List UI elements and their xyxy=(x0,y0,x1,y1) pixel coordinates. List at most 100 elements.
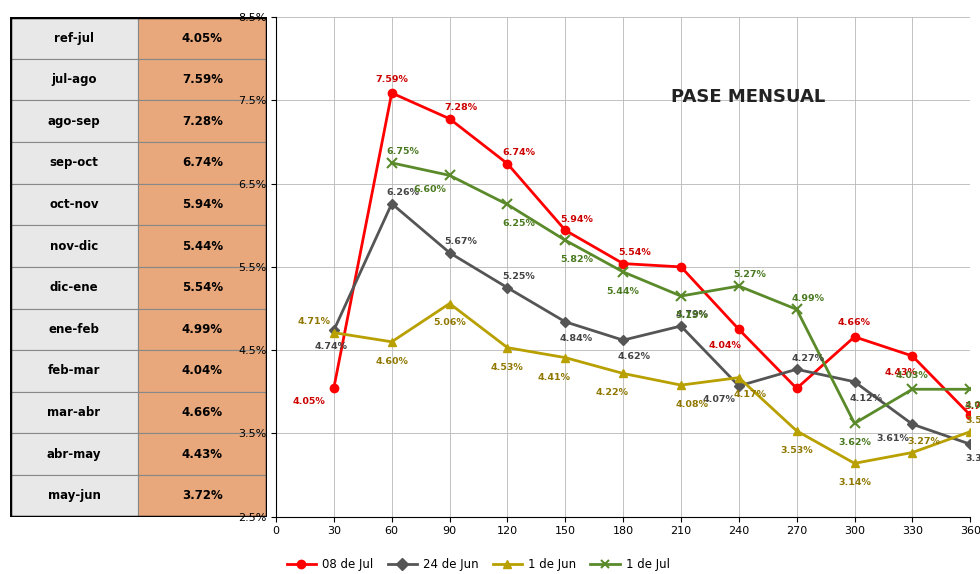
Legend: 08 de Jul, 24 de Jun, 1 de Jun, 1 de Jul: 08 de Jul, 24 de Jun, 1 de Jun, 1 de Jul xyxy=(282,553,674,574)
Text: 3.72%: 3.72% xyxy=(965,402,980,411)
Text: 3.14%: 3.14% xyxy=(838,478,871,487)
Text: 4.71%: 4.71% xyxy=(298,317,331,326)
Bar xyxy=(138,267,267,309)
Text: 4.99%: 4.99% xyxy=(791,294,824,302)
Text: 4.03%: 4.03% xyxy=(965,401,980,410)
Bar xyxy=(138,184,267,226)
24 de Jun xyxy=(617,337,629,344)
Text: 4.05%: 4.05% xyxy=(182,32,222,45)
1 de Jul xyxy=(849,420,860,427)
Text: sep-oct: sep-oct xyxy=(50,156,98,169)
Bar xyxy=(10,267,138,309)
Text: 5.94%: 5.94% xyxy=(560,215,593,224)
Bar xyxy=(10,142,138,184)
Text: 4.41%: 4.41% xyxy=(538,373,570,382)
Text: 3.62%: 3.62% xyxy=(838,439,871,447)
1 de Jul xyxy=(964,386,976,393)
08 de Jul xyxy=(560,227,571,234)
Text: 5.54%: 5.54% xyxy=(182,281,222,294)
Bar xyxy=(10,226,138,267)
Bar xyxy=(138,100,267,142)
08 de Jul xyxy=(617,260,629,267)
Text: 4.43%: 4.43% xyxy=(885,368,917,377)
Text: 4.74%: 4.74% xyxy=(315,342,348,351)
24 de Jun xyxy=(675,323,687,329)
24 de Jun xyxy=(560,319,571,325)
1 de Jun xyxy=(328,329,340,336)
Text: 4.04%: 4.04% xyxy=(182,364,222,378)
Text: 3.52%: 3.52% xyxy=(965,416,980,425)
1 de Jul xyxy=(444,172,456,179)
Text: 6.75%: 6.75% xyxy=(386,148,419,156)
Text: 5.44%: 5.44% xyxy=(607,287,640,296)
Text: 4.84%: 4.84% xyxy=(560,334,593,343)
Bar xyxy=(138,142,267,184)
1 de Jul xyxy=(906,386,918,393)
1 de Jun xyxy=(502,344,514,351)
1 de Jun xyxy=(906,449,918,456)
Text: feb-mar: feb-mar xyxy=(48,364,100,378)
Text: 6.60%: 6.60% xyxy=(414,185,447,194)
Bar xyxy=(138,475,267,517)
Text: 3.27%: 3.27% xyxy=(907,437,940,446)
1 de Jun xyxy=(791,428,803,435)
Text: 5.25%: 5.25% xyxy=(502,272,535,281)
24 de Jun xyxy=(502,284,514,291)
Text: ref-jul: ref-jul xyxy=(54,32,94,45)
Text: 3.53%: 3.53% xyxy=(780,446,813,455)
08 de Jul xyxy=(964,412,976,418)
Text: 7.28%: 7.28% xyxy=(444,103,477,112)
Bar xyxy=(138,17,267,59)
Text: 4.04%: 4.04% xyxy=(709,342,741,351)
24 de Jun xyxy=(444,249,456,256)
24 de Jun xyxy=(733,382,745,389)
Bar xyxy=(138,59,267,100)
Line: 24 de Jun: 24 de Jun xyxy=(330,200,974,448)
Text: oct-nov: oct-nov xyxy=(49,198,99,211)
1 de Jun xyxy=(849,460,860,467)
Line: 08 de Jul: 08 de Jul xyxy=(329,89,974,419)
1 de Jul xyxy=(791,306,803,313)
Bar xyxy=(10,433,138,475)
1 de Jun xyxy=(386,339,398,346)
Text: dic-ene: dic-ene xyxy=(50,281,98,294)
Text: 5.67%: 5.67% xyxy=(444,237,477,246)
Bar xyxy=(10,184,138,226)
1 de Jun xyxy=(560,354,571,361)
Text: 4.17%: 4.17% xyxy=(733,390,766,399)
Text: ene-feb: ene-feb xyxy=(49,323,99,336)
1 de Jun xyxy=(444,300,456,307)
Text: mar-abr: mar-abr xyxy=(47,406,101,419)
08 de Jul xyxy=(502,160,514,167)
Bar xyxy=(138,433,267,475)
Bar xyxy=(10,392,138,433)
Bar xyxy=(138,309,267,350)
Text: 5.54%: 5.54% xyxy=(617,248,651,257)
24 de Jun xyxy=(964,441,976,448)
08 de Jul xyxy=(386,90,398,96)
Text: 4.08%: 4.08% xyxy=(675,400,709,409)
Text: 4.66%: 4.66% xyxy=(838,319,871,327)
Bar xyxy=(10,350,138,392)
08 de Jul xyxy=(675,263,687,270)
Text: 5.82%: 5.82% xyxy=(560,255,593,264)
1 de Jul xyxy=(560,237,571,244)
1 de Jul xyxy=(502,201,514,208)
Text: PASE MENSUAL: PASE MENSUAL xyxy=(671,88,825,106)
Bar xyxy=(10,309,138,350)
Text: 7.59%: 7.59% xyxy=(182,73,222,86)
Line: 1 de Jun: 1 de Jun xyxy=(329,300,974,467)
08 de Jul xyxy=(444,115,456,122)
24 de Jun xyxy=(791,366,803,373)
Bar xyxy=(10,475,138,517)
24 de Jun xyxy=(906,421,918,428)
Text: 5.44%: 5.44% xyxy=(182,239,222,253)
Text: 5.27%: 5.27% xyxy=(733,270,766,280)
Text: nov-dic: nov-dic xyxy=(50,239,98,253)
08 de Jul xyxy=(791,385,803,392)
Text: 6.26%: 6.26% xyxy=(386,188,419,197)
Bar xyxy=(10,17,138,59)
Text: 4.22%: 4.22% xyxy=(596,389,628,397)
Text: 6.74%: 6.74% xyxy=(182,156,222,169)
Text: 4.99%: 4.99% xyxy=(182,323,222,336)
